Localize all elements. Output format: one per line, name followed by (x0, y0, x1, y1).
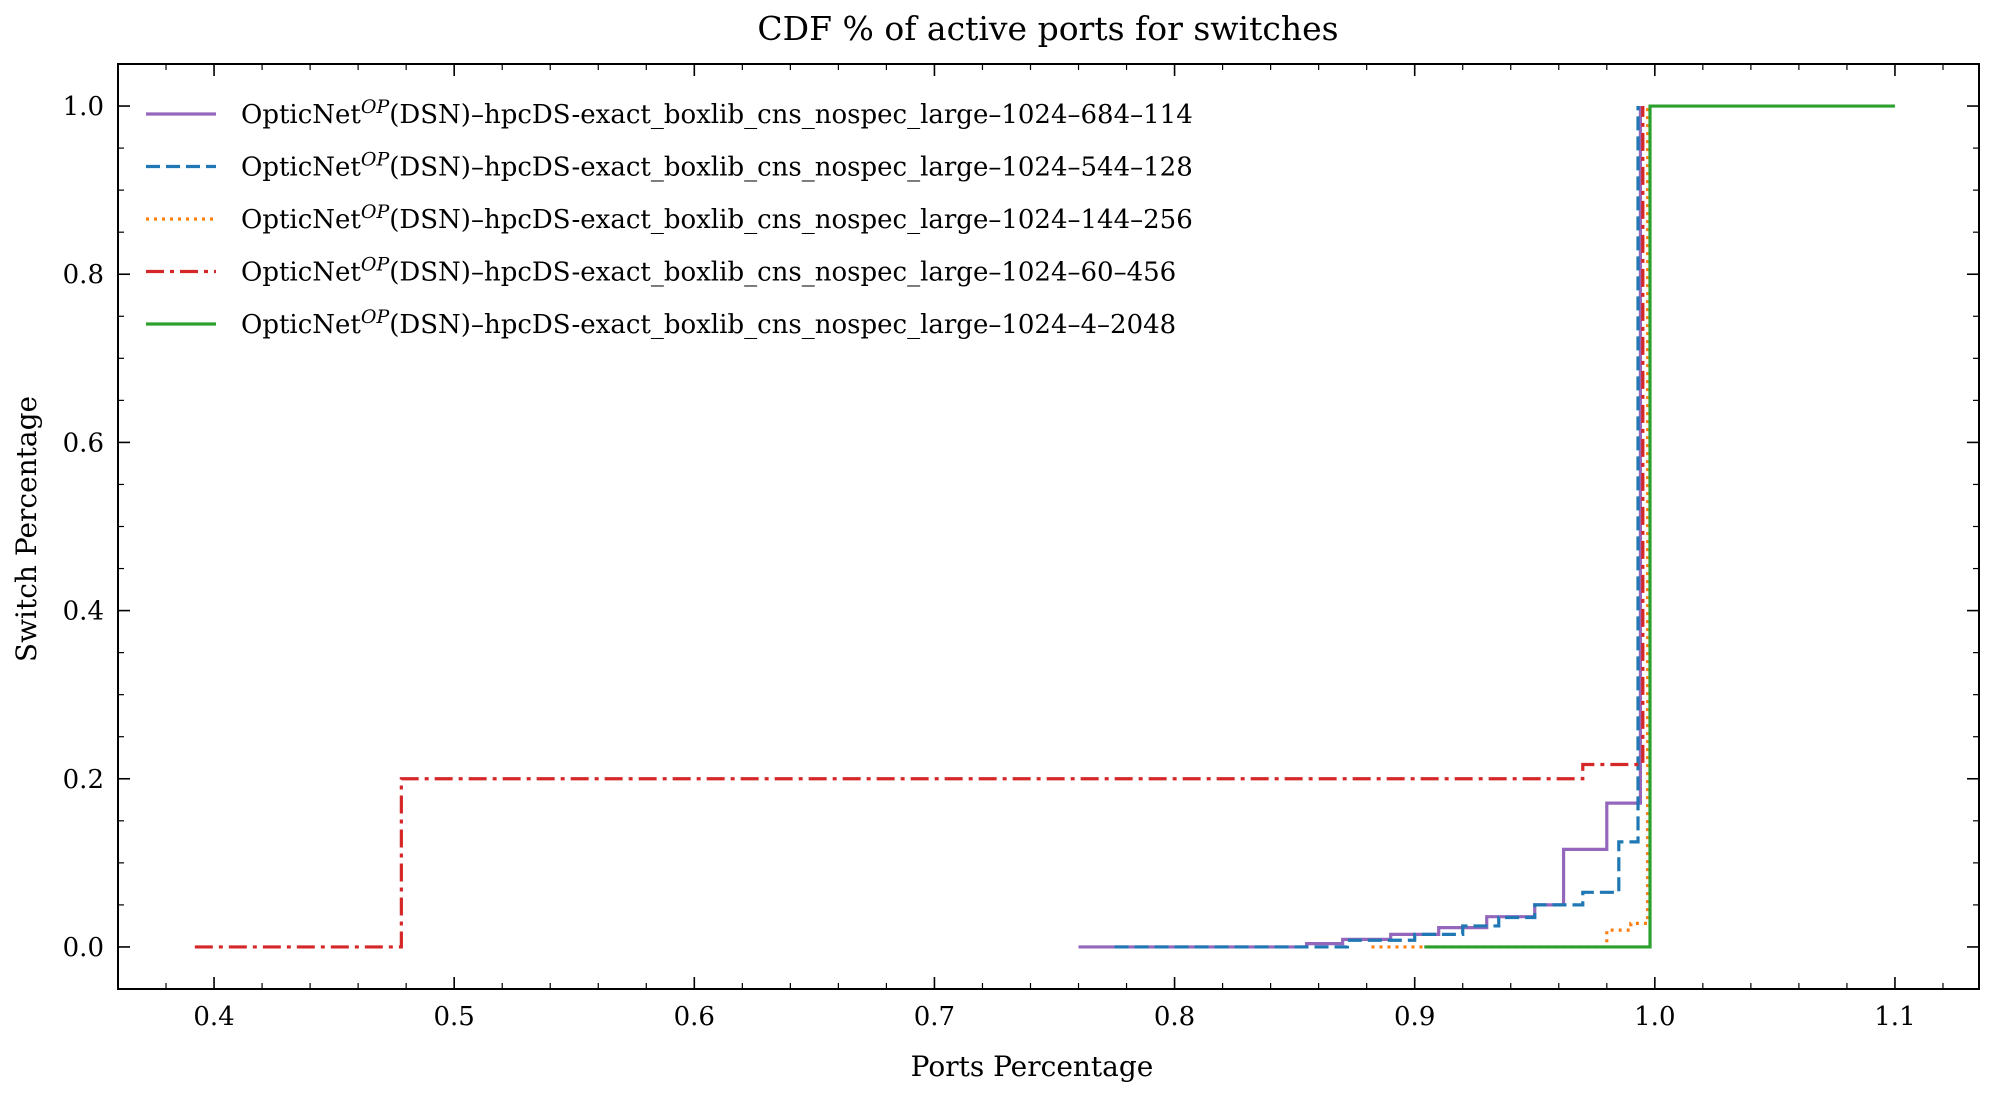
y-tick-label: 1.0 (63, 92, 104, 122)
series-line-1 (1114, 106, 1640, 949)
series-line-4 (1424, 104, 1895, 949)
x-tick-label: 0.7 (914, 1002, 955, 1032)
y-tick-label: 0.4 (63, 597, 104, 627)
x-tick-label: 1.1 (1874, 1002, 1915, 1032)
x-tick-label: 0.6 (674, 1002, 715, 1032)
x-tick-label: 0.5 (434, 1002, 475, 1032)
plot-series (194, 104, 1895, 949)
y-axis-ticks: 0.0 0.2 0.4 0.6 0.8 1.0 (63, 63, 1979, 990)
legend-label-3: OpticNetOP(DSN)–hpcDS-exact_boxlib_cns_n… (241, 254, 1176, 288)
y-axis-label: Switch Percentage (10, 396, 43, 662)
legend-label-1: OpticNetOP(DSN)–hpcDS-exact_boxlib_cns_n… (241, 149, 1193, 183)
legend: OpticNetOP(DSN)–hpcDS-exact_boxlib_cns_n… (146, 96, 1193, 340)
series-line-0 (1078, 106, 1643, 949)
x-tick-label: 0.4 (193, 1002, 234, 1032)
x-tick-label: 1.0 (1634, 1002, 1675, 1032)
legend-label-4: OpticNetOP(DSN)–hpcDS-exact_boxlib_cns_n… (241, 306, 1176, 340)
x-tick-label: 0.9 (1394, 1002, 1435, 1032)
y-tick-label: 0.6 (63, 428, 104, 458)
y-tick-label: 0.2 (63, 765, 104, 795)
y-tick-label: 0.8 (63, 260, 104, 290)
chart-title: CDF % of active ports for switches (757, 9, 1338, 48)
series-line-3 (194, 106, 1645, 949)
plot-frame (117, 63, 1980, 990)
x-tick-label: 0.8 (1154, 1002, 1195, 1032)
x-axis-label: Ports Percentage (911, 1050, 1154, 1083)
x-axis-ticks: 0.4 0.5 0.6 0.7 0.8 0.9 1.0 1.1 (117, 64, 1944, 1032)
legend-label-2: OpticNetOP(DSN)–hpcDS-exact_boxlib_cns_n… (241, 201, 1193, 235)
legend-label-0: OpticNetOP(DSN)–hpcDS-exact_boxlib_cns_n… (241, 96, 1193, 130)
y-tick-label: 0.0 (63, 933, 104, 963)
